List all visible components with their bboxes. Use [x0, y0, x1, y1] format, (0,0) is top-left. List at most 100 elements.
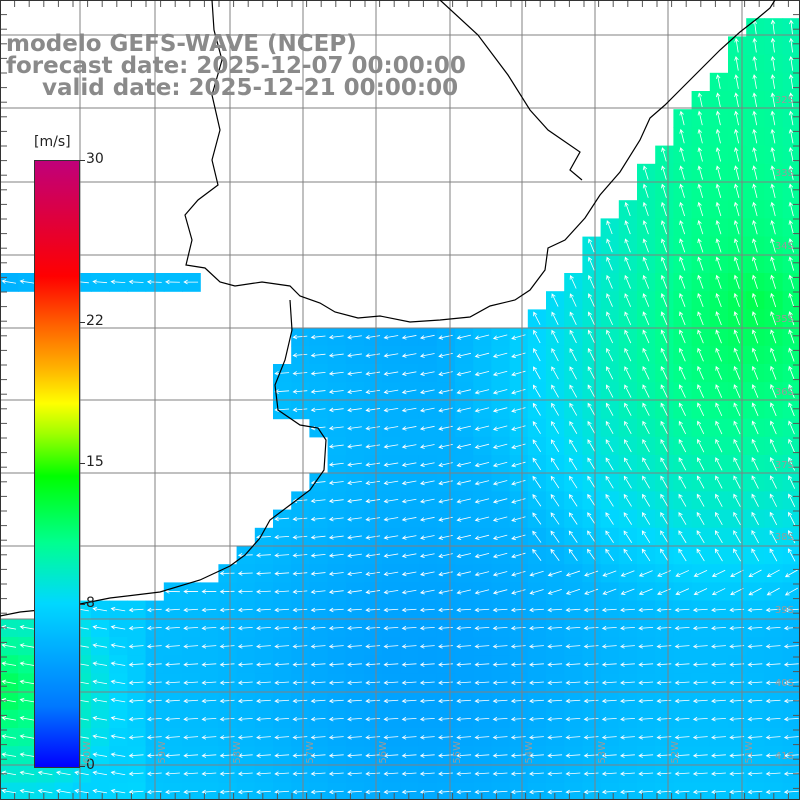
wind-arrow	[623, 475, 632, 489]
colorbar-tick-mark	[79, 766, 85, 767]
wind-arrow	[656, 753, 672, 758]
wind-arrow	[624, 329, 632, 344]
wind-arrow	[347, 680, 362, 686]
wind-arrow	[657, 588, 671, 596]
wind-arrow	[656, 698, 672, 704]
wind-arrow	[383, 607, 399, 613]
wind-arrow	[624, 220, 631, 235]
wind-arrow	[696, 493, 705, 507]
wind-arrow	[256, 625, 271, 631]
wind-arrow	[292, 553, 308, 558]
latitude-label: 34S	[774, 241, 794, 252]
latitude-label: 41S	[774, 751, 794, 762]
wind-arrow	[328, 353, 344, 358]
wind-arrow	[110, 625, 126, 630]
wind-arrow	[569, 311, 577, 325]
wind-arrow	[365, 735, 381, 740]
wind-arrow	[715, 238, 722, 253]
wind-arrow	[310, 644, 326, 649]
wind-arrow	[456, 389, 472, 395]
wind-arrow	[365, 571, 381, 577]
wind-arrow	[697, 347, 704, 362]
wind-arrow	[770, 147, 776, 162]
wind-arrow	[751, 311, 759, 326]
map-title-forecast-date: forecast date: 2025-12-07 00:00:00	[6, 53, 466, 79]
wind-arrow	[565, 625, 581, 631]
wind-arrow	[747, 625, 763, 631]
wind-arrow	[19, 788, 35, 794]
wind-arrow	[328, 607, 344, 613]
wind-arrow	[656, 735, 672, 740]
wind-arrow	[383, 353, 399, 358]
coastline-uruguay-brazil	[184, 0, 776, 323]
wind-speed-cell	[728, 582, 747, 602]
wind-arrow	[347, 553, 362, 558]
wind-arrow	[765, 735, 781, 740]
wind-arrow	[751, 384, 759, 398]
wind-arrow	[219, 716, 235, 722]
wind-arrow	[711, 771, 726, 777]
wind-arrow	[587, 311, 595, 326]
wind-arrow	[715, 183, 722, 198]
wind-arrow	[1, 625, 17, 630]
wind-arrow	[474, 771, 490, 777]
wind-arrow	[201, 607, 217, 613]
wind-arrow	[783, 680, 799, 686]
wind-arrow	[565, 789, 581, 795]
wind-arrow	[656, 662, 672, 667]
wind-speed-cell	[782, 436, 800, 456]
colorbar-unit-label: [m/s]	[34, 134, 71, 150]
wind-arrow	[237, 698, 253, 704]
wind-arrow	[788, 256, 795, 271]
wind-arrow	[765, 753, 781, 758]
wind-arrow	[730, 569, 744, 577]
wind-arrow	[679, 183, 685, 198]
wind-arrow	[456, 443, 472, 449]
wind-arrow	[770, 274, 777, 289]
wind-arrow	[511, 552, 526, 559]
wind-arrow	[551, 329, 559, 344]
wind-arrow	[751, 402, 759, 417]
wind-arrow	[474, 480, 490, 486]
colorbar-tick-mark	[79, 604, 85, 606]
wind-arrow	[751, 365, 759, 380]
wind-arrow	[642, 220, 649, 235]
wind-arrow	[219, 662, 235, 667]
wind-arrow	[788, 128, 794, 144]
wind-arrow	[656, 607, 672, 613]
wind-arrow	[474, 644, 490, 649]
wind-arrow	[55, 770, 71, 776]
colorbar-tick-mark	[79, 463, 85, 464]
wind-arrow	[715, 128, 721, 144]
colorbar-tick-label: 15	[86, 454, 104, 470]
wind-arrow	[678, 420, 687, 435]
wind-arrow	[769, 420, 777, 435]
wind-arrow	[733, 292, 740, 308]
wind-arrow	[456, 516, 472, 522]
wind-arrow	[605, 493, 614, 507]
wind-arrow	[420, 480, 435, 486]
wind-arrow	[310, 735, 326, 740]
wind-arrow	[110, 734, 126, 739]
wind-arrow	[547, 680, 563, 686]
wind-arrow	[788, 402, 795, 417]
wind-arrow	[110, 661, 126, 666]
wind-arrow	[678, 384, 686, 398]
wind-arrow	[420, 371, 435, 377]
wind-speed-cell	[782, 327, 800, 347]
wind-arrow	[660, 238, 668, 253]
wind-arrow	[511, 534, 526, 541]
wind-arrow	[237, 789, 253, 795]
wind-arrow	[383, 480, 399, 486]
wind-arrow	[420, 407, 435, 413]
wind-arrow	[679, 165, 685, 180]
wind-arrow	[696, 548, 705, 562]
wind-arrow	[401, 517, 417, 522]
wind-arrow	[456, 589, 472, 595]
wind-arrow	[401, 353, 417, 358]
latitude-label: 40S	[774, 678, 794, 689]
wind-arrow	[583, 771, 599, 777]
wind-arrow	[642, 366, 650, 380]
wind-arrow	[714, 548, 723, 562]
wind-arrow	[692, 680, 708, 686]
